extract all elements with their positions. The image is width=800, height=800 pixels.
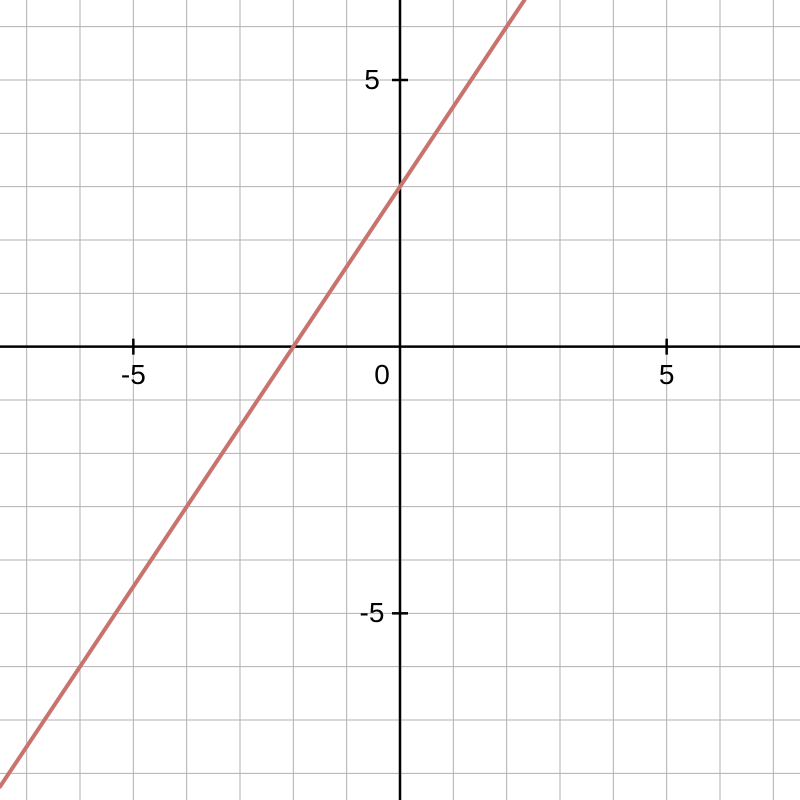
y-tick-label: -5 [360, 597, 385, 629]
chart-svg [0, 0, 800, 800]
x-tick-label: 5 [659, 359, 675, 391]
x-tick-label: -5 [121, 359, 146, 391]
plotted-line [0, 0, 524, 787]
y-tick-label: 5 [364, 64, 380, 96]
origin-label: 0 [374, 359, 390, 391]
line-chart: -5 0 5 -5 5 [0, 0, 800, 800]
